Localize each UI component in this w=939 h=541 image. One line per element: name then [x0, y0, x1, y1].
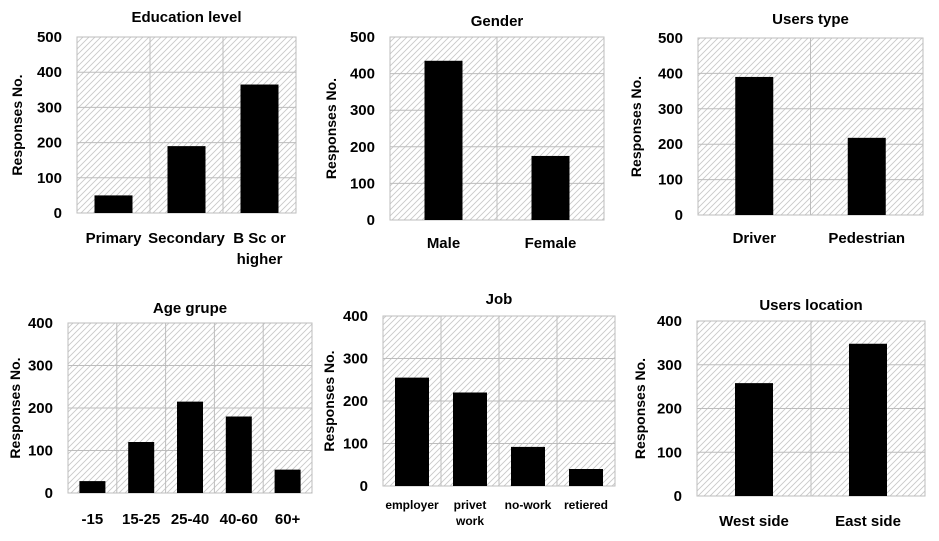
y-tick-label: 200	[658, 136, 683, 153]
bar	[167, 146, 206, 213]
y-tick-label: 200	[343, 393, 368, 410]
y-axis-label: Responses No.	[628, 76, 644, 177]
y-tick-label: 100	[350, 175, 375, 192]
bar	[177, 401, 203, 493]
chart-3: 0 100 200 300 400 500 Driver Pedestrian Users ty…	[628, 11, 924, 247]
category-label: employer	[385, 498, 439, 512]
y-tick-label: 0	[360, 478, 368, 495]
y-tick-label: 0	[674, 488, 682, 505]
y-tick-label: 300	[37, 99, 62, 116]
category-label: no-work	[505, 498, 552, 512]
category-label: Male	[427, 235, 460, 252]
y-tick-label: 200	[657, 401, 682, 418]
y-tick-label: 0	[675, 207, 683, 224]
bar	[849, 343, 887, 496]
y-axis-label: Responses No.	[9, 74, 25, 175]
bar	[79, 481, 106, 493]
chart-title: Gender	[471, 13, 524, 30]
y-tick-label: 300	[343, 351, 368, 368]
y-tick-label: 300	[28, 358, 53, 375]
y-tick-label: 200	[28, 400, 53, 417]
y-tick-label: 500	[658, 30, 683, 47]
y-axis-label: Responses No.	[323, 78, 339, 179]
category-label: -15	[82, 511, 104, 528]
y-tick-label: 300	[658, 101, 683, 118]
y-tick-label: 100	[657, 444, 682, 461]
y-tick-label: 100	[658, 172, 683, 189]
bar	[225, 416, 252, 493]
y-axis-label: Responses No.	[632, 358, 648, 459]
y-tick-label: 200	[37, 135, 62, 152]
y-tick-label: 300	[657, 357, 682, 374]
bar	[453, 392, 487, 486]
y-tick-label: 400	[37, 64, 62, 81]
y-tick-label: 400	[657, 313, 682, 330]
chart-title: Age grupe	[153, 300, 227, 317]
category-label: 40-60	[220, 511, 258, 528]
y-tick-label: 200	[350, 139, 375, 156]
chart-2: 0 100 200 300 400 500 Male Female Gender Response…	[323, 13, 605, 252]
bar	[847, 137, 886, 215]
category-label: 15-25	[122, 511, 160, 528]
y-axis-label: Responses No.	[321, 350, 337, 451]
y-tick-label: 100	[28, 443, 53, 460]
y-tick-label: 0	[45, 485, 53, 502]
category-label: Driver	[733, 230, 777, 247]
y-tick-label: 500	[350, 29, 375, 46]
category-label: East side	[835, 513, 901, 530]
y-tick-label: 100	[343, 436, 368, 453]
bar	[94, 195, 133, 213]
bar	[395, 377, 429, 486]
chart-title: Users location	[759, 297, 862, 314]
y-tick-label: 100	[37, 170, 62, 187]
y-tick-label: 0	[54, 205, 62, 222]
y-tick-label: 300	[350, 102, 375, 119]
bar	[735, 383, 773, 496]
chart-4: 0 100 200 300 400 -15 15-25 25-40 40-60 60+ Age gr…	[7, 300, 313, 528]
category-label: Pedestrian	[828, 230, 905, 247]
y-tick-label: 0	[367, 212, 375, 229]
y-tick-label: 400	[28, 315, 53, 332]
category-label: West side	[719, 513, 789, 530]
chart-title: Education level	[131, 9, 241, 26]
category-label: retiered	[564, 498, 608, 512]
chart-title: Users type	[772, 11, 849, 28]
chart-title: Job	[486, 291, 513, 308]
category-label: Female	[525, 235, 577, 252]
bar	[128, 442, 155, 493]
bar	[511, 446, 545, 486]
category-label: 60+	[275, 511, 301, 528]
category-label: Primary	[86, 230, 143, 247]
bar	[424, 60, 463, 220]
chart-6: 0 100 200 300 400 West side East side Users loc…	[632, 297, 926, 530]
chart-1: 0 100 200 300 400 500 Primary Secondary B Sc or h…	[9, 9, 297, 268]
category-label: 25-40	[171, 511, 209, 528]
y-axis-label: Responses No.	[7, 357, 23, 458]
y-tick-label: 400	[658, 65, 683, 82]
bar	[240, 84, 279, 214]
bar	[531, 155, 570, 220]
bar	[569, 469, 603, 486]
bar	[274, 469, 301, 493]
category-label: Secondary	[148, 230, 225, 247]
bar	[735, 76, 774, 215]
y-tick-label: 500	[37, 29, 62, 46]
category-label: B Sc or higher	[233, 230, 286, 268]
y-tick-label: 400	[343, 308, 368, 325]
y-tick-label: 400	[350, 66, 375, 83]
chart-5: 0 100 200 300 400 employer privet work no-work re…	[321, 291, 616, 528]
category-label: privet work	[454, 498, 487, 528]
